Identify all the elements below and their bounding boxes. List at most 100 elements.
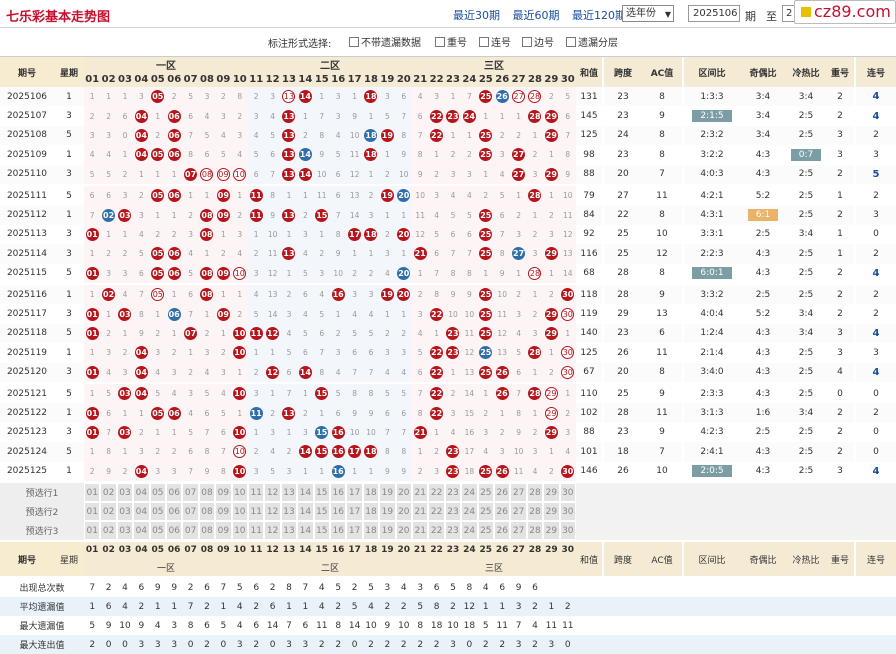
predict-number[interactable]: 23 — [445, 484, 461, 501]
predict-number[interactable]: 21 — [413, 522, 428, 539]
predict-number[interactable]: 28 — [527, 522, 543, 539]
recent-30-link[interactable]: 最近30期 — [453, 9, 500, 22]
predict-number[interactable]: 27 — [511, 484, 526, 501]
predict-number[interactable]: 01 — [85, 503, 100, 520]
predict-number[interactable]: 06 — [167, 503, 182, 520]
predict-number[interactable]: 05 — [150, 484, 165, 501]
predict-number[interactable]: 14 — [298, 503, 313, 520]
predict-number[interactable]: 27 — [511, 522, 526, 539]
predict-number[interactable]: 04 — [134, 484, 149, 501]
predict-number[interactable]: 02 — [101, 522, 116, 539]
predict-number[interactable]: 16 — [331, 503, 346, 520]
predict-number[interactable]: 24 — [462, 484, 477, 501]
predict-number[interactable]: 05 — [150, 522, 165, 539]
predict-number[interactable]: 02 — [101, 503, 116, 520]
predict-number[interactable]: 01 — [85, 522, 100, 539]
predict-number[interactable]: 28 — [527, 503, 543, 520]
predict-number[interactable]: 22 — [429, 522, 444, 539]
predict-number[interactable]: 26 — [495, 503, 510, 520]
predict-number[interactable]: 09 — [216, 522, 231, 539]
predict-number[interactable]: 26 — [495, 522, 510, 539]
option-edge[interactable]: 边号 — [522, 34, 554, 49]
predict-number[interactable]: 20 — [396, 522, 411, 539]
predict-number[interactable]: 17 — [347, 503, 362, 520]
predict-number[interactable]: 27 — [511, 503, 526, 520]
option-repeat[interactable]: 重号 — [435, 34, 467, 49]
predict-number[interactable]: 25 — [478, 503, 493, 520]
predict-number[interactable]: 18 — [363, 484, 379, 501]
recent-60-link[interactable]: 最近60期 — [512, 9, 560, 22]
checkbox-icon[interactable] — [522, 37, 532, 47]
predict-number[interactable]: 02 — [101, 484, 116, 501]
predict-number[interactable]: 10 — [232, 503, 247, 520]
predict-number[interactable]: 21 — [413, 484, 428, 501]
predict-number[interactable]: 13 — [281, 503, 297, 520]
option-consecutive[interactable]: 连号 — [479, 34, 511, 49]
predict-number[interactable]: 30 — [560, 484, 575, 501]
predict-number[interactable]: 18 — [363, 522, 379, 539]
predict-number[interactable]: 03 — [117, 503, 133, 520]
predict-number[interactable]: 08 — [199, 503, 215, 520]
checkbox-icon[interactable] — [349, 37, 359, 47]
recent-120-link[interactable]: 最近120期 — [572, 9, 626, 22]
predict-number[interactable]: 06 — [167, 484, 182, 501]
predict-number[interactable]: 16 — [331, 484, 346, 501]
predict-number[interactable]: 25 — [478, 484, 493, 501]
predict-number[interactable]: 04 — [134, 522, 149, 539]
year-select[interactable]: 选年份 — [622, 5, 674, 22]
predict-number[interactable]: 30 — [560, 503, 575, 520]
predict-number[interactable]: 11 — [249, 503, 264, 520]
predict-number[interactable]: 13 — [281, 522, 297, 539]
predict-number[interactable]: 12 — [265, 484, 280, 501]
predict-number[interactable]: 13 — [281, 484, 297, 501]
predict-number[interactable]: 19 — [380, 522, 395, 539]
predict-number[interactable]: 16 — [331, 522, 346, 539]
predict-number[interactable]: 30 — [560, 522, 575, 539]
predict-number[interactable]: 10 — [232, 484, 247, 501]
predict-number[interactable]: 14 — [298, 484, 313, 501]
predict-number[interactable]: 29 — [544, 503, 559, 520]
predict-number[interactable]: 14 — [298, 522, 313, 539]
predict-number[interactable]: 17 — [347, 484, 362, 501]
predict-number[interactable]: 19 — [380, 503, 395, 520]
predict-number[interactable]: 12 — [265, 522, 280, 539]
start-issue-input[interactable]: 2025106 — [688, 5, 740, 22]
predict-number[interactable]: 24 — [462, 503, 477, 520]
predict-number[interactable]: 15 — [314, 522, 329, 539]
predict-number[interactable]: 18 — [363, 503, 379, 520]
checkbox-icon[interactable] — [479, 37, 489, 47]
predict-number[interactable]: 26 — [495, 484, 510, 501]
predict-number[interactable]: 09 — [216, 484, 231, 501]
checkbox-icon[interactable] — [435, 37, 445, 47]
predict-number[interactable]: 19 — [380, 484, 395, 501]
predict-number[interactable]: 10 — [232, 522, 247, 539]
predict-number[interactable]: 25 — [478, 522, 493, 539]
predict-number[interactable]: 20 — [396, 503, 411, 520]
predict-number[interactable]: 15 — [314, 503, 329, 520]
predict-number[interactable]: 15 — [314, 484, 329, 501]
issue-header[interactable]: 期号 — [0, 57, 54, 87]
predict-number[interactable]: 07 — [183, 484, 198, 501]
predict-number[interactable]: 20 — [396, 484, 411, 501]
predict-number[interactable]: 23 — [445, 503, 461, 520]
predict-number[interactable]: 06 — [167, 522, 182, 539]
predict-number[interactable]: 17 — [347, 522, 362, 539]
predict-number[interactable]: 29 — [544, 522, 559, 539]
predict-number[interactable]: 08 — [199, 484, 215, 501]
predict-number[interactable]: 21 — [413, 503, 428, 520]
predict-number[interactable]: 28 — [527, 484, 543, 501]
predict-number[interactable]: 22 — [429, 484, 444, 501]
predict-number[interactable]: 24 — [462, 522, 477, 539]
predict-number[interactable]: 09 — [216, 503, 231, 520]
predict-number[interactable]: 01 — [85, 484, 100, 501]
predict-number[interactable]: 03 — [117, 522, 133, 539]
option-miss-layer[interactable]: 遗漏分层 — [566, 34, 618, 49]
predict-number[interactable]: 29 — [544, 484, 559, 501]
predict-number[interactable]: 07 — [183, 503, 198, 520]
predict-number[interactable]: 07 — [183, 522, 198, 539]
predict-number[interactable]: 05 — [150, 503, 165, 520]
predict-number[interactable]: 04 — [134, 503, 149, 520]
predict-number[interactable]: 03 — [117, 484, 133, 501]
predict-number[interactable]: 11 — [249, 522, 264, 539]
predict-number[interactable]: 12 — [265, 503, 280, 520]
